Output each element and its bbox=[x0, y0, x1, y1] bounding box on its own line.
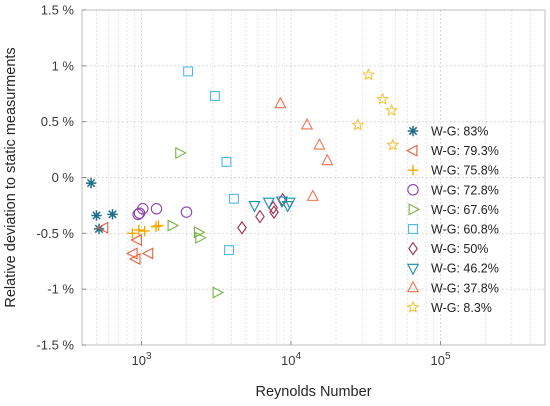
data-point bbox=[150, 221, 162, 232]
data-point bbox=[128, 252, 141, 266]
legend-marker bbox=[406, 263, 420, 276]
data-point bbox=[255, 209, 265, 224]
x-tick-label: 104 bbox=[281, 351, 301, 368]
legend-marker bbox=[407, 184, 419, 196]
y-axis-label: Relative deviation to static measurments bbox=[3, 47, 19, 307]
data-point bbox=[362, 68, 375, 80]
series-4 bbox=[132, 203, 193, 221]
legend-item: W-G: 67.6% bbox=[408, 203, 499, 217]
data-point bbox=[248, 200, 261, 213]
legend-item: W-G: 8.3% bbox=[407, 301, 492, 315]
data-points bbox=[85, 66, 399, 299]
data-point bbox=[300, 117, 314, 130]
legend-label: W-G: 50% bbox=[431, 242, 488, 256]
data-point bbox=[351, 118, 364, 131]
data-point bbox=[237, 220, 247, 235]
data-point bbox=[321, 153, 334, 166]
data-point bbox=[153, 220, 164, 231]
data-point bbox=[385, 104, 398, 116]
data-point bbox=[91, 210, 102, 221]
legend-item: W-G: 75.8% bbox=[407, 164, 499, 178]
x-axis-label: Reynolds Number bbox=[255, 384, 371, 400]
x-axis-ticks: 103 104 105 bbox=[131, 341, 451, 368]
y-tick-label: 1.5 % bbox=[41, 3, 75, 18]
legend-label: W-G: 46.2% bbox=[431, 262, 499, 276]
legend-item: W-G: 46.2% bbox=[406, 262, 499, 276]
data-point bbox=[262, 197, 275, 210]
data-point bbox=[195, 231, 207, 244]
data-point bbox=[96, 221, 109, 234]
data-point bbox=[221, 156, 232, 167]
legend-item: W-G: 79.3% bbox=[405, 144, 499, 158]
legend-label: W-G: 67.6% bbox=[431, 203, 499, 217]
data-point bbox=[313, 137, 326, 150]
legend-item: W-G: 60.8% bbox=[408, 223, 499, 237]
y-tick-label: 0.5 % bbox=[41, 114, 75, 129]
x-tick-label: 105 bbox=[430, 351, 450, 368]
data-point bbox=[175, 146, 187, 160]
legend-label: W-G: 37.8% bbox=[431, 281, 499, 295]
data-point bbox=[386, 138, 399, 151]
y-tick-label: -1.5 % bbox=[36, 338, 74, 353]
legend-marker bbox=[407, 301, 419, 313]
y-tick-label: 0 % bbox=[52, 170, 75, 185]
legend-label: W-G: 60.8% bbox=[431, 223, 499, 237]
legend-label: W-G: 75.8% bbox=[431, 164, 499, 178]
data-point bbox=[130, 233, 142, 247]
legend-marker bbox=[408, 241, 418, 256]
series-6 bbox=[183, 66, 239, 256]
data-point bbox=[126, 247, 138, 260]
y-tick-label: 1 % bbox=[52, 58, 75, 73]
data-point bbox=[137, 203, 149, 215]
legend-label: W-G: 8.3% bbox=[431, 301, 492, 315]
legend-marker bbox=[407, 165, 419, 176]
legend-label: W-G: 79.3% bbox=[431, 144, 499, 158]
data-point bbox=[133, 224, 145, 236]
legend-label: W-G: 83% bbox=[431, 125, 488, 139]
data-point bbox=[141, 247, 154, 260]
legend-item: W-G: 50% bbox=[408, 241, 488, 256]
data-point bbox=[150, 203, 163, 215]
legend-marker bbox=[405, 144, 418, 157]
series-7 bbox=[237, 192, 288, 235]
y-tick-label: -0.5 % bbox=[36, 226, 74, 241]
x-tick-label: 103 bbox=[131, 351, 151, 368]
y-tick-label: -1 % bbox=[47, 282, 74, 297]
data-point bbox=[209, 91, 220, 101]
legend-marker bbox=[408, 203, 421, 216]
series-3 bbox=[127, 220, 164, 239]
legend-marker bbox=[406, 280, 420, 293]
series-2 bbox=[96, 221, 154, 266]
data-point bbox=[180, 206, 193, 218]
y-axis-ticks: 1.5 % 1 % 0.5 % 0 % -0.5 % -1 % -1.5 % bbox=[36, 3, 86, 353]
data-point bbox=[139, 225, 150, 237]
data-point bbox=[127, 228, 138, 239]
data-point bbox=[167, 219, 180, 232]
legend-marker bbox=[408, 224, 418, 234]
data-point bbox=[85, 177, 97, 189]
data-point bbox=[107, 209, 118, 220]
series-5 bbox=[167, 146, 225, 299]
series-10 bbox=[351, 68, 399, 151]
legend-item: W-G: 72.8% bbox=[407, 183, 499, 197]
legend-marker bbox=[407, 125, 419, 137]
data-point bbox=[274, 96, 287, 109]
data-point bbox=[224, 245, 234, 256]
data-point bbox=[269, 205, 279, 220]
legend-label: W-G: 72.8% bbox=[431, 183, 499, 197]
legend: W-G: 83% W-G: 79.3% W-G: 75.8% W-G: 72.8% W-… bbox=[405, 125, 499, 315]
series-9 bbox=[274, 96, 334, 201]
data-point bbox=[306, 189, 319, 201]
data-point bbox=[183, 66, 194, 77]
legend-item: W-G: 37.8% bbox=[406, 280, 499, 295]
data-point bbox=[283, 197, 296, 210]
data-point bbox=[212, 286, 225, 299]
series-8 bbox=[248, 196, 296, 213]
data-point bbox=[376, 93, 389, 105]
data-point bbox=[228, 193, 239, 204]
legend-item: W-G: 83% bbox=[407, 125, 488, 139]
